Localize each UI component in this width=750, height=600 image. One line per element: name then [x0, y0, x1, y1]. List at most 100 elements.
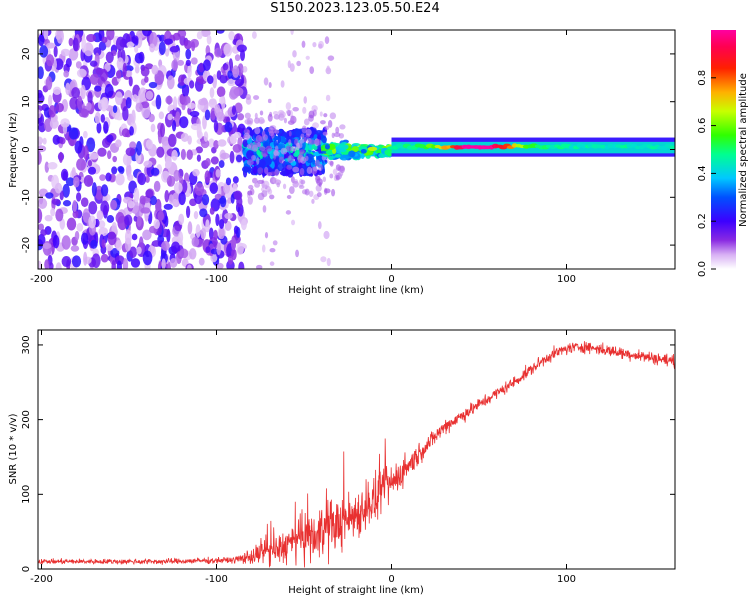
heatmap-cell: [115, 173, 125, 186]
heatmap-cell: [321, 168, 325, 175]
heatmap-cell: [131, 109, 136, 124]
x-tick-label: 0: [388, 574, 394, 585]
heatmap-cell: [142, 229, 152, 241]
heatmap-cell: [179, 248, 189, 259]
heatmap-cell: [281, 167, 287, 177]
heatmap-cell: [222, 63, 229, 71]
heatmap-cell: [329, 173, 334, 179]
heatmap-cell: [312, 42, 317, 48]
heatmap-cell: [251, 154, 256, 161]
heatmap-cell: [323, 230, 330, 240]
heatmap-cell: [158, 41, 166, 56]
heatmap-cell: [209, 182, 219, 194]
heatmap-cell: [205, 219, 210, 232]
heatmap-cell: [112, 155, 118, 163]
heatmap-cell: [348, 150, 356, 158]
heatmap-cell: [219, 74, 228, 84]
heatmap-cell: [316, 192, 322, 198]
heatmap-cell: [107, 231, 117, 246]
heatmap-cell: [133, 187, 140, 203]
heatmap-cell: [61, 235, 71, 250]
heatmap-cell: [140, 207, 151, 214]
heatmap-cell: [335, 126, 340, 134]
heatmap-cell: [286, 164, 293, 170]
heatmap-cell: [168, 133, 177, 147]
heatmap-cell: [155, 94, 162, 110]
heatmap-cell: [185, 205, 191, 219]
heatmap-cell: [312, 159, 316, 165]
heatmap-cell: [217, 139, 227, 147]
heatmap-cell: [210, 156, 219, 165]
heatmap-cell: [231, 105, 237, 115]
heatmap-cell: [283, 117, 288, 124]
heatmap-cell: [322, 131, 328, 136]
heatmap-cell: [198, 62, 205, 73]
heatmap-cell: [326, 65, 330, 72]
y-tick-label: -20: [21, 237, 32, 253]
heatmap-cell: [163, 203, 173, 210]
colorbar-ticks: 0.0 0.2 0.4 0.6 0.8: [697, 70, 716, 277]
heatmap-cell: [241, 166, 250, 173]
heatmap-cell: [44, 161, 50, 173]
heatmap-cell: [267, 113, 273, 122]
heatmap-cell: [216, 242, 222, 255]
heatmap-cell: [91, 182, 97, 197]
heatmap-cell: [321, 136, 327, 144]
heatmap-cell: [145, 90, 154, 100]
heatmap-cell: [232, 176, 239, 184]
heatmap-cell: [319, 111, 323, 117]
heatmap-cell: [203, 131, 209, 142]
heatmap-cell: [237, 113, 245, 121]
heatmap-cell: [75, 61, 82, 69]
heatmap-cell: [252, 144, 258, 152]
heatmap-cell: [105, 51, 114, 64]
heatmap-cell: [244, 112, 251, 119]
heatmap-cell: [282, 183, 287, 190]
heatmap-cell: [262, 205, 267, 213]
heatmap-cell: [118, 166, 125, 175]
heatmap-cell: [343, 144, 349, 150]
heatmap-cell: [231, 248, 237, 261]
heatmap-cell: [177, 59, 185, 66]
heatmap-cell: [46, 54, 55, 67]
heatmap-cell: [115, 70, 122, 79]
heatmap-cell: [158, 111, 165, 120]
heatmap-cell: [252, 165, 258, 175]
heatmap-cell: [238, 261, 245, 269]
heatmap-cell: [253, 95, 260, 100]
heatmap-cell: [267, 98, 272, 104]
heatmap-cell: [55, 208, 64, 222]
heatmap-cell: [88, 201, 98, 215]
heatmap-cell: [204, 109, 211, 121]
heatmap-cell: [229, 150, 235, 164]
heatmap-cell: [73, 176, 80, 188]
heatmap-cell: [197, 130, 203, 140]
heatmap-cell: [201, 194, 210, 206]
heatmap-cell: [186, 264, 192, 269]
heatmap-cell: [242, 66, 248, 73]
heatmap-cell: [135, 102, 143, 113]
heatmap-cell: [72, 37, 79, 52]
heatmap-cell: [269, 171, 277, 176]
heatmap-cell: [87, 166, 97, 175]
heatmap-cell: [309, 66, 315, 75]
heatmap-cell: [97, 147, 107, 157]
heatmap-cell: [191, 236, 200, 247]
heatmap-cell: [99, 174, 106, 181]
heatmap-cell: [149, 43, 155, 53]
y-tick-label: -10: [21, 189, 32, 205]
spectrogram-y-label: Frequency (Hz): [8, 112, 19, 188]
heatmap-cell: [332, 168, 338, 176]
heatmap-cell: [281, 136, 286, 143]
heatmap-cell: [111, 166, 118, 175]
heatmap-cell: [78, 108, 89, 118]
heatmap-cell: [290, 146, 297, 152]
heatmap-cell: [315, 130, 323, 135]
heatmap-cell: [100, 68, 108, 82]
heatmap-cell: [431, 144, 437, 149]
heatmap-cell: [142, 30, 152, 37]
heatmap-cell: [122, 62, 127, 77]
heatmap-cell: [212, 74, 217, 89]
heatmap-cell: [62, 200, 72, 207]
heatmap-cell: [123, 196, 132, 204]
